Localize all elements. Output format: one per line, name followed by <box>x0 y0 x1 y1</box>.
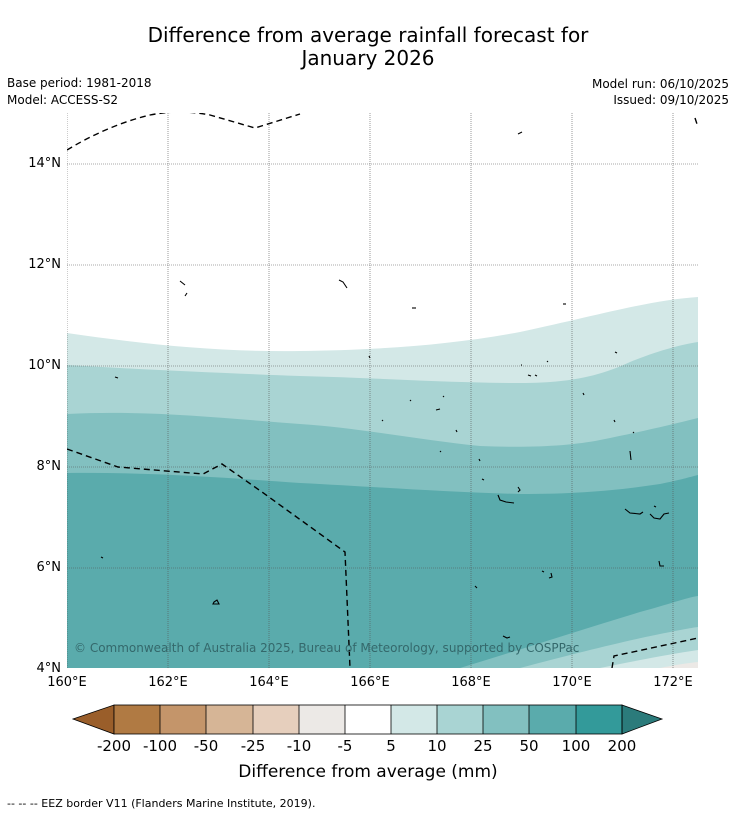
gridlines <box>67 113 698 668</box>
lat-label: 8°N <box>36 459 62 474</box>
colorbar-segment <box>391 705 437 734</box>
colorbar <box>71 704 664 735</box>
colorbar-label: -10 <box>286 737 312 755</box>
model-run: Model run: 06/10/2025 <box>591 77 729 91</box>
colorbar-extend-low <box>71 704 115 735</box>
chart-title-line1: Difference from average rainfall forecas… <box>147 23 589 47</box>
colorbar-segment <box>206 705 253 734</box>
lat-label: 6°N <box>36 560 62 575</box>
colorbar-segment <box>529 705 576 734</box>
eez-borders <box>67 113 698 668</box>
lon-label: 168°E <box>451 675 491 690</box>
colorbar-label: 5 <box>386 737 396 755</box>
colorbar-segment <box>160 705 206 734</box>
colorbar-title: Difference from average (mm) <box>238 762 498 782</box>
band-south-25-50 <box>67 596 698 668</box>
colorbar-segment <box>299 705 345 734</box>
colorbar-segment <box>345 705 391 734</box>
colorbar-segment <box>437 705 483 734</box>
lon-label: 170°E <box>552 675 592 690</box>
colorbar-extend-high <box>621 704 664 735</box>
colorbar-label: 10 <box>427 737 447 755</box>
colorbar-frame <box>113 704 623 735</box>
colorbar-segment <box>576 705 622 734</box>
chart-title-line2: January 2026 <box>301 46 435 70</box>
colorbar-label: -50 <box>193 737 219 755</box>
base-period: Base period: 1981-2018 <box>7 76 152 90</box>
colorbar-label: -100 <box>142 737 178 755</box>
lon-label: 160°E <box>47 675 87 690</box>
copyright-notice: © Commonwealth of Australia 2025, Bureau… <box>74 641 580 655</box>
colorbar-dividers <box>159 705 577 734</box>
colorbar-label: 100 <box>561 737 591 755</box>
colorbar-label: -25 <box>240 737 266 755</box>
colorbar-label: 50 <box>519 737 539 755</box>
lat-label: 14°N <box>28 156 61 171</box>
colorbar-segment <box>483 705 529 734</box>
band-south-5-10 <box>600 650 698 668</box>
issued-date: Issued: 09/10/2025 <box>613 93 729 107</box>
colorbar-segment <box>114 705 160 734</box>
lon-label: 164°E <box>249 675 289 690</box>
colorbar-segment <box>253 705 299 734</box>
eez-footnote: -- -- -- EEZ border V11 (Flanders Marine… <box>7 797 316 810</box>
model-name: Model: ACCESS-S2 <box>7 93 119 107</box>
colorbar-label: -200 <box>96 737 132 755</box>
lat-label: 12°N <box>28 257 61 272</box>
colorbar-label: 25 <box>473 737 493 755</box>
lat-label: 10°N <box>28 358 61 373</box>
lon-label: 162°E <box>148 675 188 690</box>
band-50-100 <box>67 472 698 668</box>
map-area <box>67 113 698 668</box>
colorbar-label: 200 <box>607 737 637 755</box>
band-south-neutral <box>660 662 698 668</box>
lat-label: 4°N <box>36 661 62 676</box>
islands <box>100 131 670 639</box>
colorbar-label: -5 <box>337 737 353 755</box>
lon-label: 166°E <box>350 675 390 690</box>
lon-label: 172°E <box>653 675 693 690</box>
